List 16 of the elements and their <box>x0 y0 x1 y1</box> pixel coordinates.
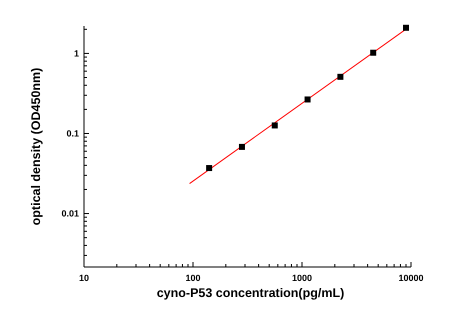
y-axis-title: optical density (OD450nm) <box>29 68 43 226</box>
y-tick-label: 0.1 <box>66 128 79 138</box>
x-tick-label: 100 <box>185 273 201 283</box>
point <box>370 50 376 56</box>
point <box>304 96 311 102</box>
x-tick-label: 10000 <box>398 273 424 283</box>
point <box>238 144 245 150</box>
x-tick-label: 1000 <box>292 273 312 283</box>
y-tick-label: 1 <box>74 48 79 58</box>
x-axis-title: cyno-P53 concentration(pg/mL) <box>156 286 344 300</box>
x-tick-label: 10 <box>78 273 90 283</box>
point <box>206 165 212 172</box>
point <box>337 74 344 80</box>
point <box>272 122 278 128</box>
point <box>403 24 410 31</box>
y-tick-label: 0.01 <box>61 208 79 219</box>
